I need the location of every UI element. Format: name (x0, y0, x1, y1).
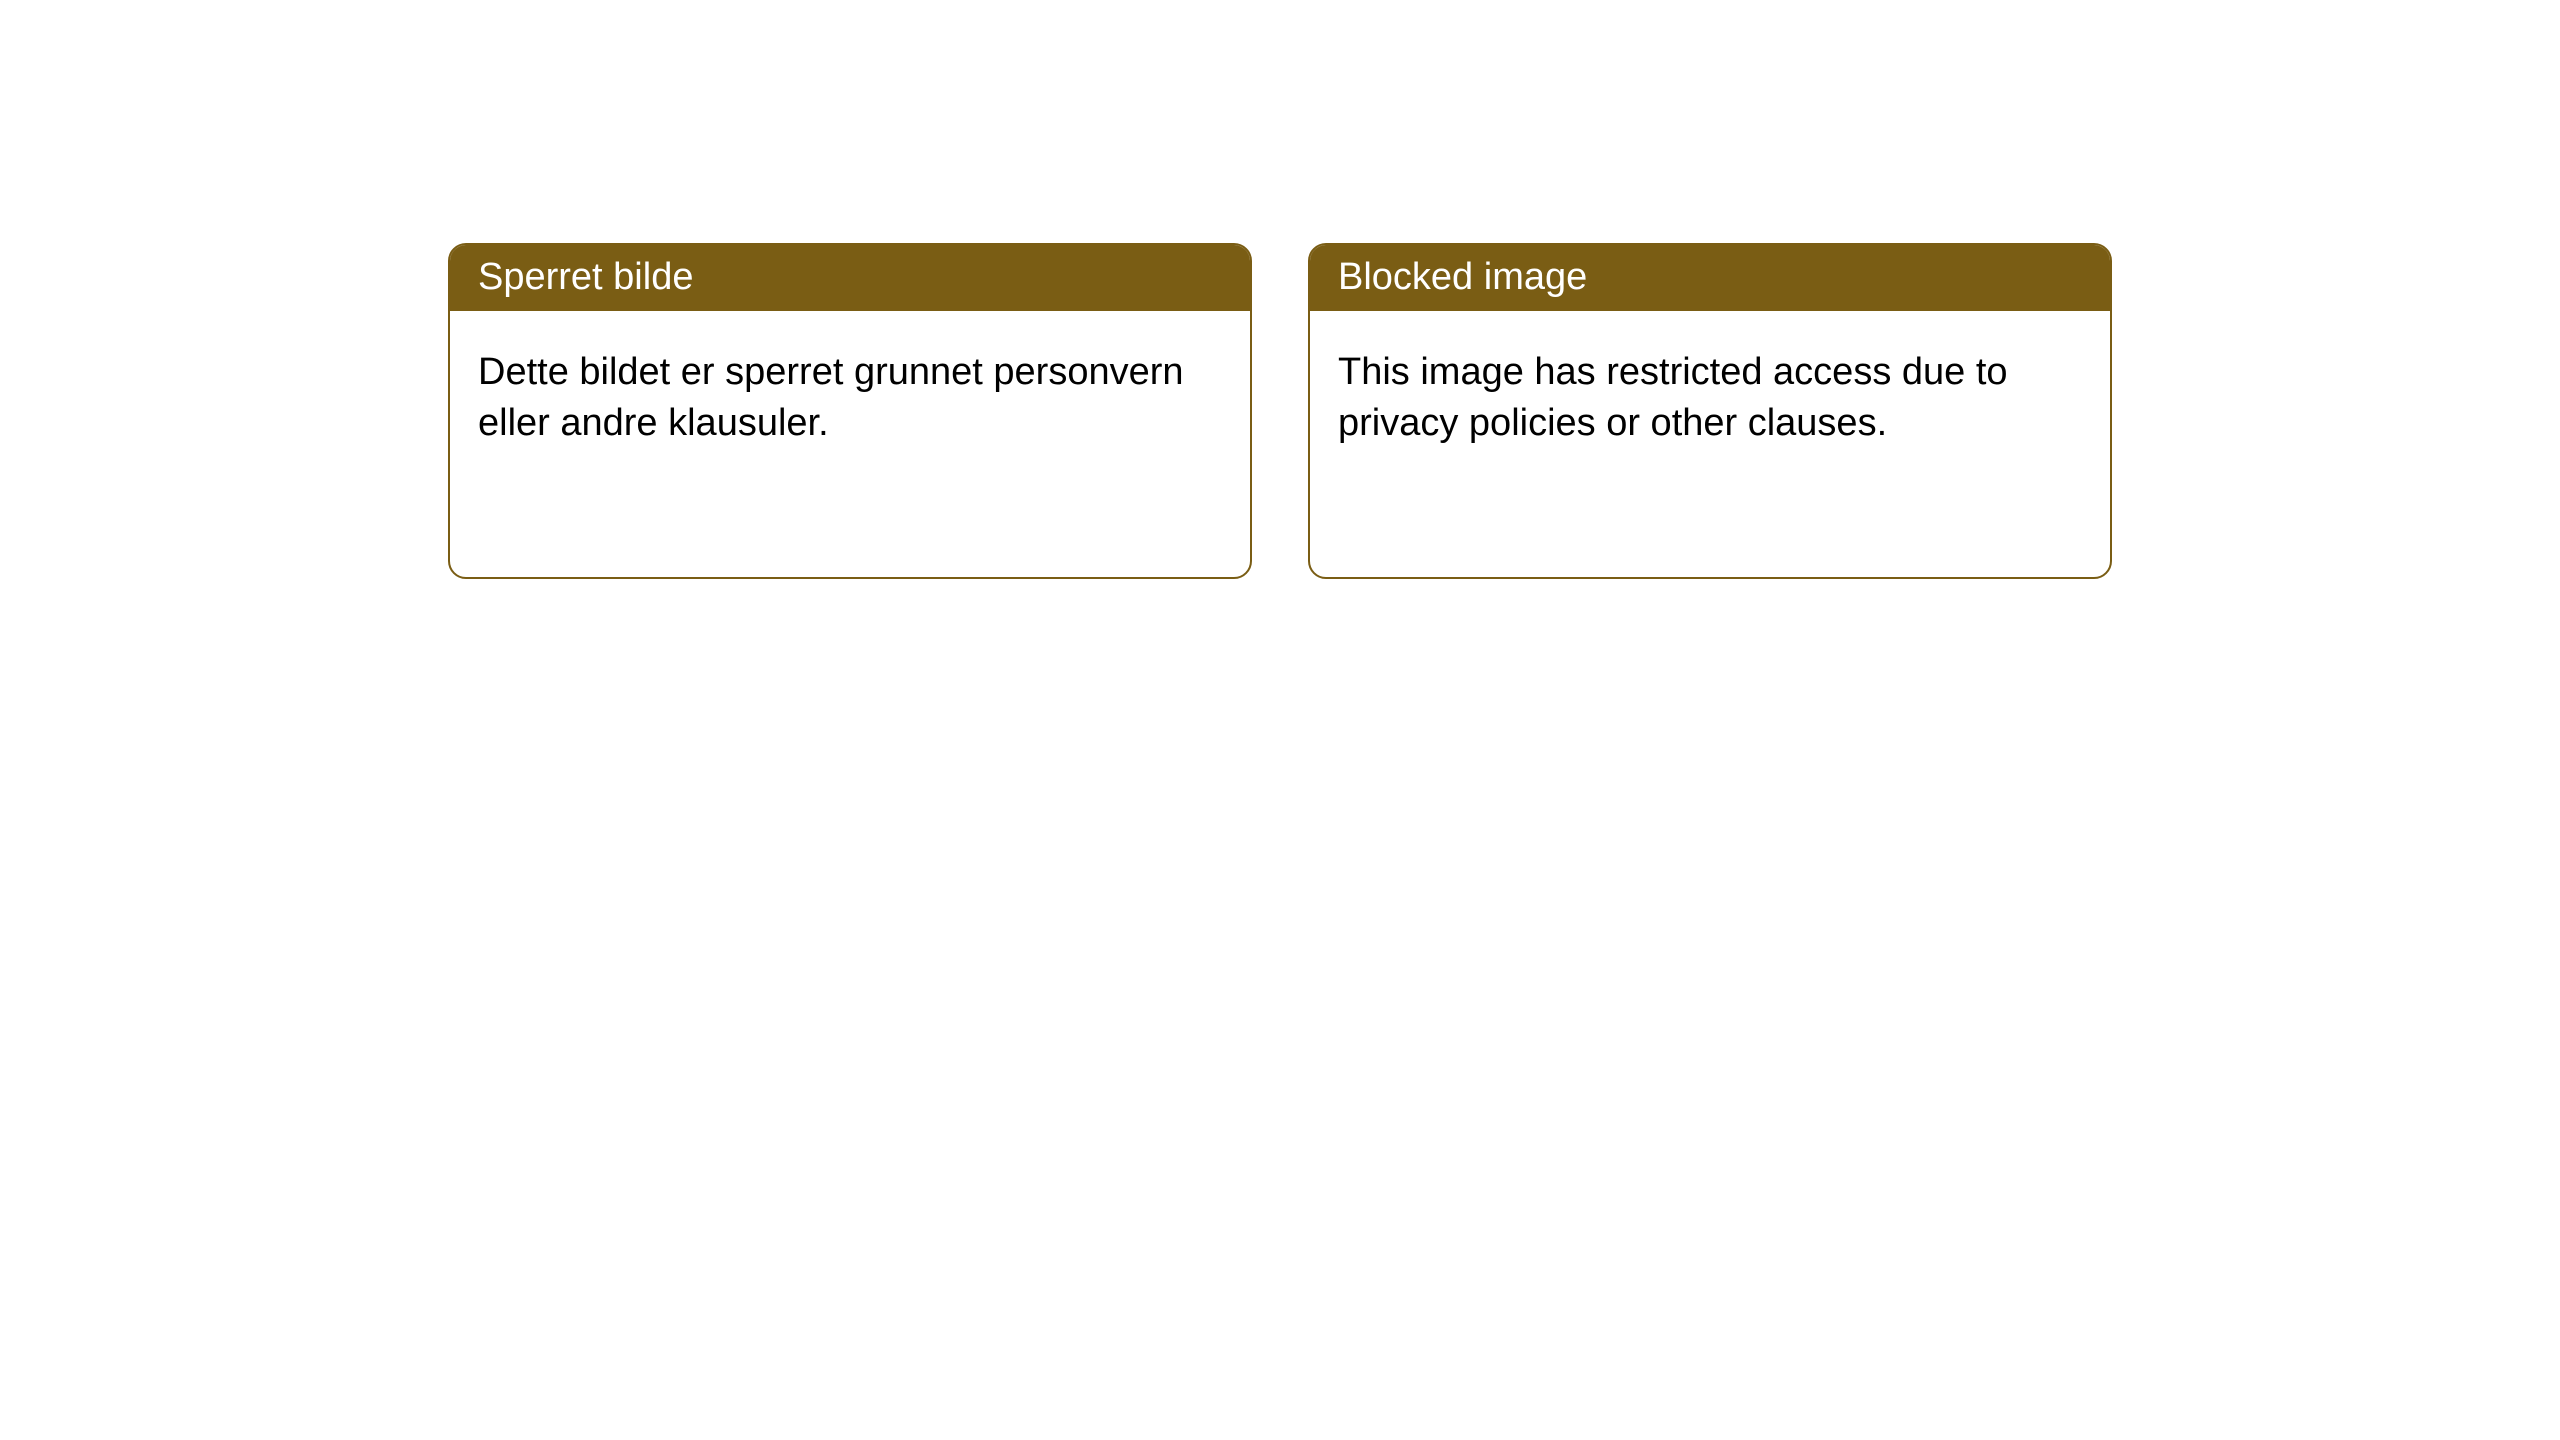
card-header: Sperret bilde (450, 245, 1250, 311)
card-body: Dette bildet er sperret grunnet personve… (450, 311, 1250, 486)
card-body-text: This image has restricted access due to … (1338, 351, 2008, 444)
notice-cards-container: Sperret bilde Dette bildet er sperret gr… (448, 243, 2112, 579)
card-title: Blocked image (1338, 256, 1587, 298)
notice-card-english: Blocked image This image has restricted … (1308, 243, 2112, 579)
notice-card-norwegian: Sperret bilde Dette bildet er sperret gr… (448, 243, 1252, 579)
card-body: This image has restricted access due to … (1310, 311, 2110, 486)
card-body-text: Dette bildet er sperret grunnet personve… (478, 351, 1184, 444)
card-title: Sperret bilde (478, 256, 693, 298)
card-header: Blocked image (1310, 245, 2110, 311)
